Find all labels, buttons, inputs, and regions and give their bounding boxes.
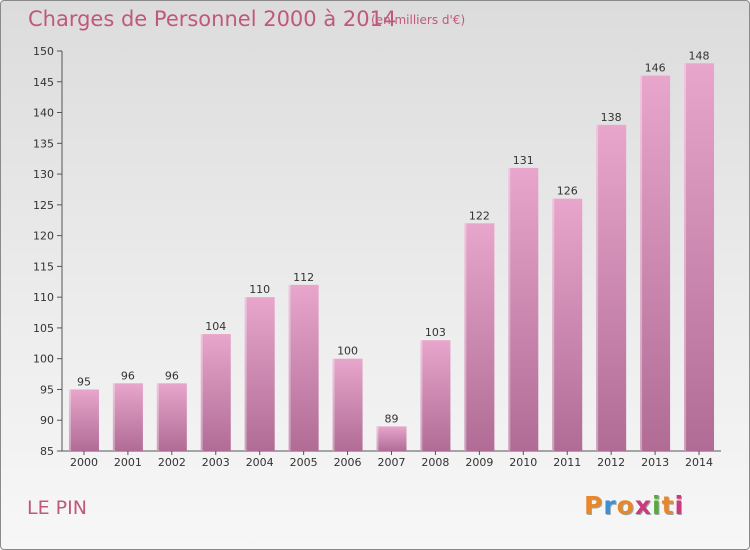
- logo-letter: x: [634, 491, 652, 520]
- bar-highlight: [596, 124, 599, 451]
- x-tick-label-2006: 2006: [334, 456, 362, 469]
- bar-2014: [684, 63, 715, 452]
- x-tick-label-2014: 2014: [685, 456, 713, 469]
- value-label-2011: 126: [557, 185, 578, 198]
- logo-letter: r: [603, 491, 617, 520]
- bar-2007: [376, 426, 407, 451]
- value-label-2012: 138: [601, 111, 622, 124]
- chart-subtitle: (en milliers d'€): [371, 13, 466, 27]
- value-label-2001: 96: [121, 369, 135, 382]
- bar-highlight: [464, 223, 467, 451]
- y-tick-label: 140: [33, 107, 54, 120]
- chart-title: Charges de Personnel 2000 à 2014: [28, 7, 397, 31]
- bar-2008: [420, 340, 451, 451]
- bar-highlight: [156, 383, 159, 451]
- bar-highlight: [376, 426, 379, 451]
- y-tick-label: 120: [33, 230, 54, 243]
- logo-letter: t: [661, 491, 675, 520]
- value-label-2007: 89: [385, 412, 399, 425]
- y-tick-label: 95: [40, 383, 54, 396]
- bar-highlight: [68, 389, 71, 451]
- y-tick-label: 85: [40, 445, 54, 458]
- y-tick-label: 115: [33, 260, 54, 273]
- value-label-2002: 96: [165, 369, 179, 382]
- bar-highlight: [288, 284, 291, 451]
- bar-2004: [244, 297, 275, 451]
- bar-highlight: [200, 334, 203, 451]
- logo-letter: o: [616, 491, 635, 520]
- bar-highlight: [244, 297, 247, 451]
- bar-highlight: [420, 340, 423, 451]
- x-tick-label-2002: 2002: [158, 456, 186, 469]
- bar-2011: [552, 198, 583, 451]
- value-label-2003: 104: [205, 320, 226, 333]
- x-tick-label-2001: 2001: [114, 456, 142, 469]
- bar-highlight: [508, 167, 511, 451]
- bar-highlight: [332, 358, 335, 451]
- value-label-2000: 95: [77, 375, 91, 388]
- bar-highlight: [552, 198, 555, 451]
- x-tick-label-2003: 2003: [202, 456, 230, 469]
- bar-highlight: [684, 63, 687, 452]
- y-tick-label: 100: [33, 353, 54, 366]
- y-tick-label: 125: [33, 199, 54, 212]
- x-tick-label-2008: 2008: [421, 456, 449, 469]
- bar-highlight: [112, 383, 115, 451]
- y-tick-label: 135: [33, 137, 54, 150]
- bar-2006: [332, 358, 363, 451]
- x-tick-label-2005: 2005: [290, 456, 318, 469]
- value-label-2006: 100: [337, 345, 358, 358]
- logo-letter: i: [674, 491, 685, 520]
- x-tick-label-2004: 2004: [246, 456, 274, 469]
- x-tick-label-2011: 2011: [553, 456, 581, 469]
- x-tick-label-2010: 2010: [509, 456, 537, 469]
- y-tick-label: 105: [33, 322, 54, 335]
- value-label-2009: 122: [469, 209, 490, 222]
- bar-2010: [508, 167, 539, 451]
- y-tick-label: 90: [40, 414, 54, 427]
- y-tick-label: 130: [33, 168, 54, 181]
- x-tick-label-2012: 2012: [597, 456, 625, 469]
- value-label-2008: 103: [425, 326, 446, 339]
- value-label-2005: 112: [293, 271, 314, 284]
- bar-2012: [596, 124, 627, 451]
- bar-2001: [112, 383, 143, 451]
- bar-2013: [640, 75, 671, 451]
- x-tick-label-2000: 2000: [70, 456, 98, 469]
- x-tick-label-2007: 2007: [378, 456, 406, 469]
- logo-letter: P: [584, 491, 604, 520]
- x-tick-label-2009: 2009: [465, 456, 493, 469]
- x-tick-label-2013: 2013: [641, 456, 669, 469]
- value-label-2010: 131: [513, 154, 534, 167]
- logo-letter: i: [652, 491, 662, 520]
- proxiti-logo: Proxiti: [584, 491, 684, 520]
- bar-2009: [464, 223, 495, 451]
- commune-name: LE PIN: [27, 497, 87, 519]
- y-tick-label: 150: [33, 45, 54, 58]
- bar-2005: [288, 284, 319, 451]
- bar-2003: [200, 334, 231, 451]
- y-tick-label: 110: [33, 291, 54, 304]
- bar-highlight: [640, 75, 643, 451]
- value-label-2004: 110: [249, 283, 270, 296]
- y-tick-label: 145: [33, 76, 54, 89]
- bar-2002: [156, 383, 187, 451]
- bar-2000: [68, 389, 99, 451]
- value-label-2014: 148: [689, 49, 710, 62]
- value-label-2013: 146: [645, 62, 666, 75]
